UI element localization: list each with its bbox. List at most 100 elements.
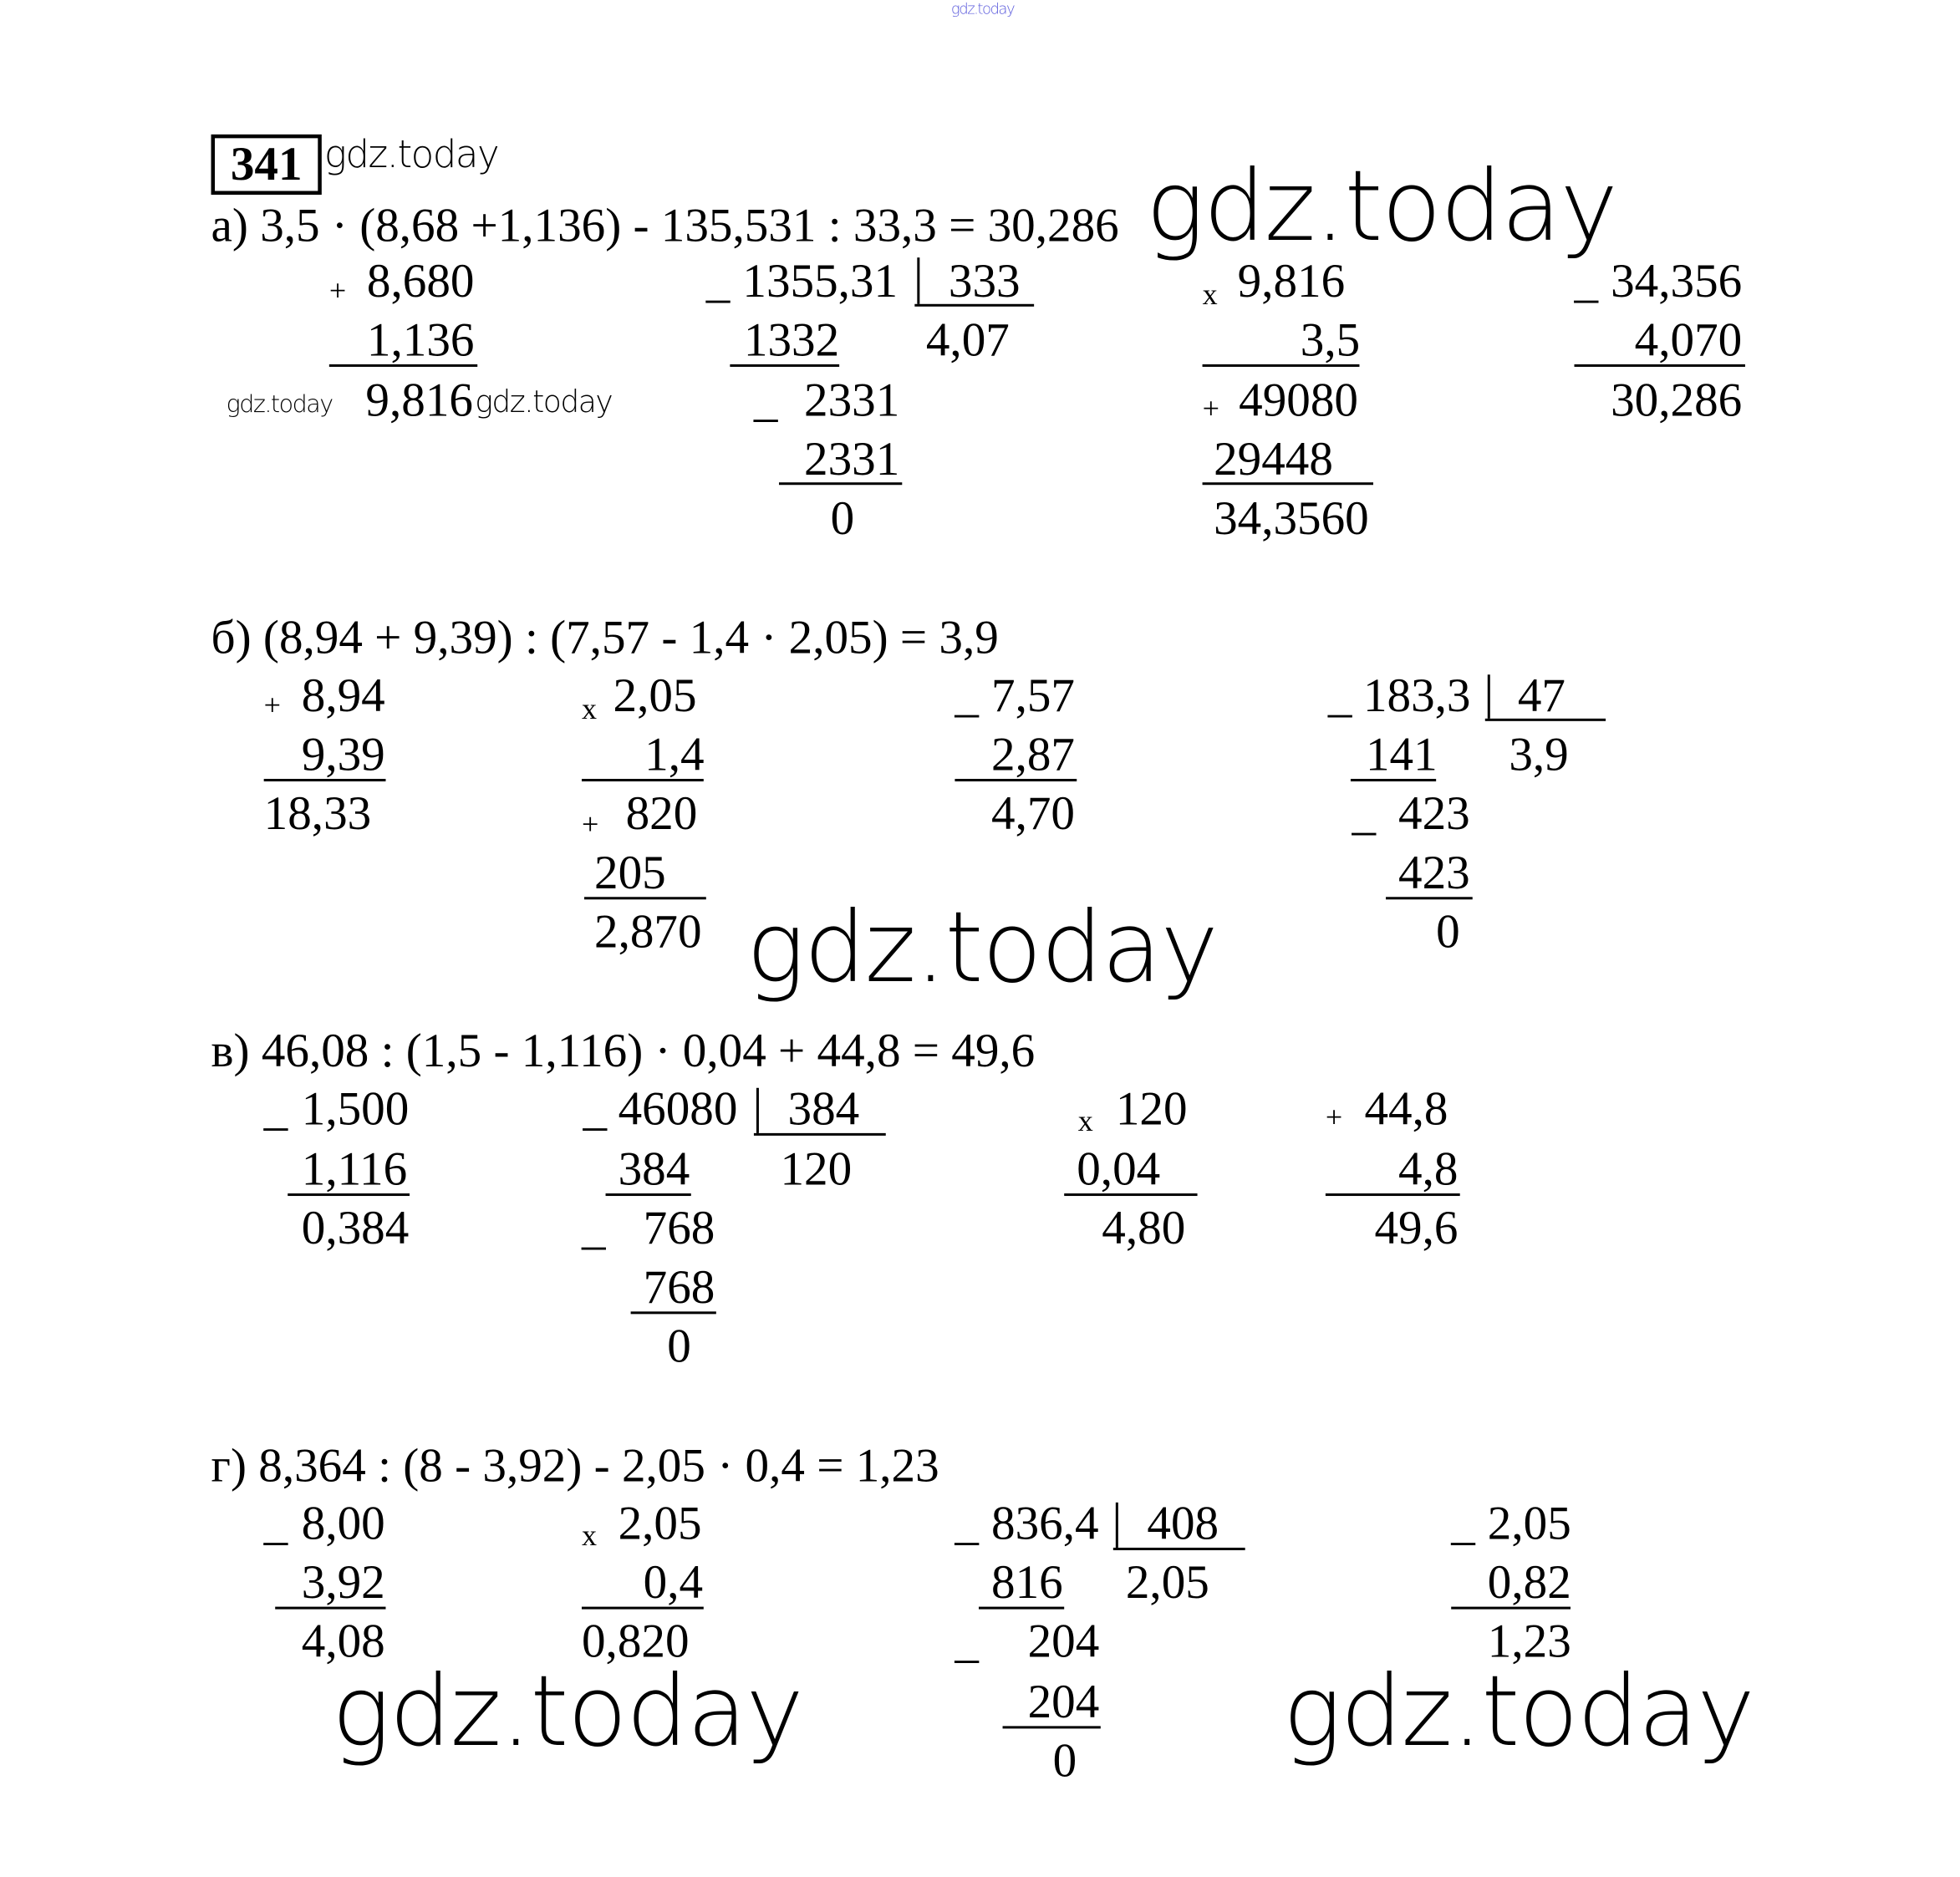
calc-value: 9,39 [301, 728, 385, 781]
calc-value: 9,816 [1237, 255, 1346, 308]
calc-value: _ [583, 1082, 608, 1136]
watermark-large: gdz.today [1145, 150, 1618, 264]
section-label: г) [211, 1439, 247, 1493]
calc-value: 44,8 [1364, 1082, 1448, 1136]
calc-value: 820 [625, 787, 698, 841]
calc-value: _ [581, 1202, 606, 1255]
calc-value: 8,94 [301, 669, 385, 723]
watermark-small: gdz.today [323, 133, 500, 177]
calc-value: 423 [1398, 847, 1470, 900]
calc-value: _ [955, 1615, 979, 1669]
calc-value: 0,04 [1077, 1142, 1161, 1197]
underline-rule [978, 1606, 1065, 1610]
calc-value: 2331 [804, 433, 900, 486]
expression-text: 3,5 · (8,68 +1,136) - 135,531 : 33,3 = 3… [260, 200, 1119, 253]
calc-value: 0 [1436, 905, 1460, 959]
calc-value: 120 [1115, 1082, 1188, 1136]
calc-value: _ [1451, 1497, 1475, 1550]
calc-value: 205 [594, 847, 666, 900]
division-bracket [1115, 1502, 1118, 1548]
underline-rule [914, 303, 1035, 307]
calc-value: 4,8 [1398, 1142, 1459, 1197]
calc-value: 768 [643, 1261, 715, 1315]
calc-value: 30,286 [1611, 374, 1743, 428]
calc-value: 384 [618, 1142, 690, 1197]
calc-value: 3,9 [1509, 728, 1569, 781]
division-bracket [1487, 674, 1490, 719]
calc-value: 2,870 [594, 905, 702, 959]
calc-value: 0 [830, 492, 855, 546]
section-label: б) [211, 612, 252, 665]
calc-value: 0,4 [643, 1556, 704, 1610]
calc-value: 1,116 [301, 1142, 408, 1197]
underline-rule [581, 1606, 704, 1610]
calc-value: 423 [1398, 787, 1470, 841]
underline-rule [753, 1132, 886, 1136]
underline-rule [1484, 718, 1606, 721]
underline-rule [263, 778, 386, 781]
calc-value: 183,3 [1362, 669, 1471, 723]
expression-v: в) 46,08 : (1,5 - 1,116) · 0,04 + 44,8 =… [211, 1026, 1036, 1076]
calc-value: _ [753, 374, 778, 428]
underline-rule [630, 1311, 716, 1315]
calc-value: 2,05 [1487, 1497, 1571, 1550]
operation-sign: + [263, 689, 282, 723]
calc-value: 0 [1052, 1734, 1077, 1788]
operation-sign: x [1077, 1105, 1093, 1138]
calc-value: 47 [1517, 669, 1565, 723]
calc-value: _ [263, 1082, 288, 1136]
operation-sign: + [328, 275, 347, 308]
calc-value: _ [955, 1497, 979, 1550]
calc-value: 2,05 [613, 669, 697, 723]
operation-sign: + [581, 809, 599, 842]
calc-value: 34,3560 [1214, 492, 1369, 546]
calc-value: 1,4 [644, 728, 705, 781]
section-label: а) [211, 200, 248, 253]
underline-rule [1064, 1193, 1198, 1197]
calc-value: 1,136 [366, 313, 475, 367]
underline-rule [730, 364, 840, 367]
underline-rule [328, 364, 478, 367]
calc-value: _ [705, 255, 731, 308]
watermark-small: gdz.today [226, 390, 334, 419]
calc-value: 34,356 [1611, 255, 1743, 308]
calc-value: 9,816 [365, 374, 473, 428]
expression-a: а) 3,5 · (8,68 +1,136) - 135,531 : 33,3 … [211, 201, 1119, 252]
calc-value: 49080 [1239, 374, 1358, 428]
calc-value: 408 [1147, 1497, 1219, 1550]
calc-value: 1,23 [1487, 1615, 1571, 1669]
calc-value: _ [955, 669, 979, 723]
calc-value: _ [1327, 669, 1352, 723]
underline-rule [605, 1193, 691, 1197]
calc-value: 0,384 [301, 1202, 410, 1255]
calc-value: 0 [667, 1320, 691, 1373]
underline-rule [1325, 1193, 1460, 1197]
calc-value: 141 [1365, 728, 1438, 781]
division-bracket [756, 1087, 759, 1133]
calc-value: 204 [1027, 1615, 1100, 1669]
watermark-small: gdz.today [475, 384, 613, 420]
underline-rule [288, 1193, 410, 1197]
expression-text: 46,08 : (1,5 - 1,116) · 0,04 + 44,8 = 49… [261, 1025, 1036, 1078]
calc-value: 3,92 [301, 1556, 385, 1610]
operation-sign: x [581, 693, 598, 726]
expression-b: б) (8,94 + 9,39) : (7,57 - 1,4 · 2,05) =… [211, 613, 999, 664]
operation-sign: + [1202, 393, 1219, 426]
calc-value: 333 [948, 255, 1021, 308]
underline-rule [581, 778, 704, 781]
operation-sign: x [581, 1519, 598, 1553]
calc-value: _ [1352, 787, 1377, 841]
watermark-large: gdz.today [1282, 1656, 1755, 1769]
calc-value: _ [1574, 255, 1599, 308]
watermark-large: gdz.today [331, 1656, 804, 1769]
calc-value: 18,33 [263, 787, 372, 841]
calc-value: 7,57 [991, 669, 1075, 723]
underline-rule [1202, 482, 1373, 486]
calc-value: 1332 [743, 313, 840, 367]
calc-value: 768 [643, 1202, 715, 1255]
calc-value: 4,07 [925, 313, 1010, 367]
calc-value: 4,08 [301, 1615, 385, 1669]
calc-value: 4,070 [1634, 313, 1743, 367]
calc-value: 120 [780, 1142, 853, 1197]
